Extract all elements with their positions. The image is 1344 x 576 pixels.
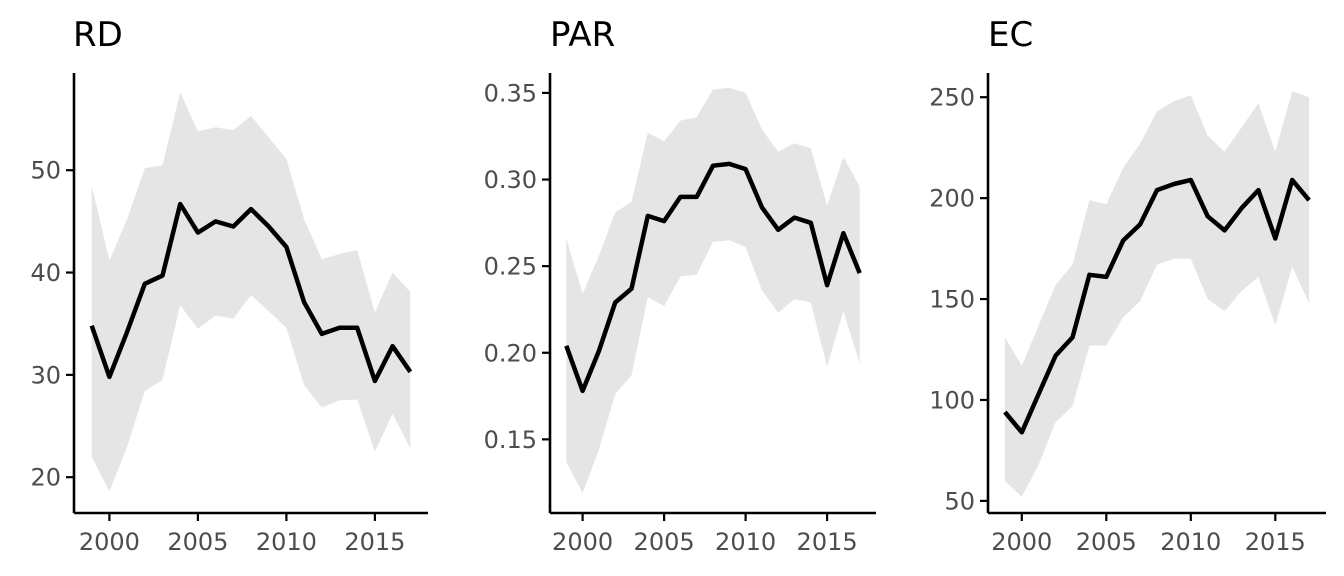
- ec-panel-title: EC: [988, 15, 1033, 55]
- par-series-line: [564, 161, 862, 394]
- ec-x-tick-label: 2015: [1245, 528, 1306, 556]
- rd-y-tick-label: 50: [30, 157, 61, 185]
- ec-panel: EC 50 100 150 200 250 2000 2005 2010 2015: [929, 15, 1326, 556]
- rd-x-tick-label: 2015: [344, 528, 405, 556]
- ec-x-tick-label: 2010: [1160, 528, 1221, 556]
- rd-x-tick-label: 2000: [79, 528, 140, 556]
- rd-x-tick-label: 2010: [256, 528, 317, 556]
- ec-y-tick-label: 200: [929, 185, 975, 213]
- par-x-tick-label: 2015: [797, 528, 858, 556]
- ec-x-tick-label: 2005: [1076, 528, 1137, 556]
- par-panel-title: PAR: [550, 15, 615, 55]
- rd-series-line: [89, 201, 413, 384]
- par-x-tick-label: 2000: [552, 528, 613, 556]
- rd-y-tick-label: 20: [30, 464, 61, 492]
- par-y-tick-label: 0.30: [484, 166, 537, 194]
- par-y-tick-label: 0.20: [484, 339, 537, 367]
- ec-y-tick-label: 50: [944, 487, 975, 515]
- par-panel: PAR 0.15 0.20 0.25 0.30 0.35 2000 2005 2010 2015: [484, 15, 876, 556]
- par-y-tick-label: 0.25: [484, 253, 537, 281]
- ec-x-tick-label: 2000: [991, 528, 1052, 556]
- ec-series-line: [1003, 177, 1311, 435]
- ec-confidence-band: [1004, 91, 1310, 497]
- rd-confidence-band: [91, 92, 411, 492]
- par-confidence-band: [566, 87, 860, 494]
- rd-y-tick-label: 30: [30, 361, 61, 389]
- ec-y-tick-label: 100: [929, 386, 975, 414]
- rd-x-tick-label: 2005: [167, 528, 228, 556]
- par-y-tick-label: 0.15: [484, 426, 537, 454]
- par-x-tick-label: 2010: [715, 528, 776, 556]
- par-x-tick-label: 2005: [634, 528, 695, 556]
- par-y-tick-label: 0.35: [484, 79, 537, 107]
- rd-panel: RD 20 30 40 50 2000 2005 2010 2015: [30, 15, 428, 556]
- rd-panel-title: RD: [73, 15, 123, 55]
- ec-y-tick-label: 250: [929, 84, 975, 112]
- ec-y-tick-label: 150: [929, 286, 975, 314]
- rd-y-tick-label: 40: [30, 259, 61, 287]
